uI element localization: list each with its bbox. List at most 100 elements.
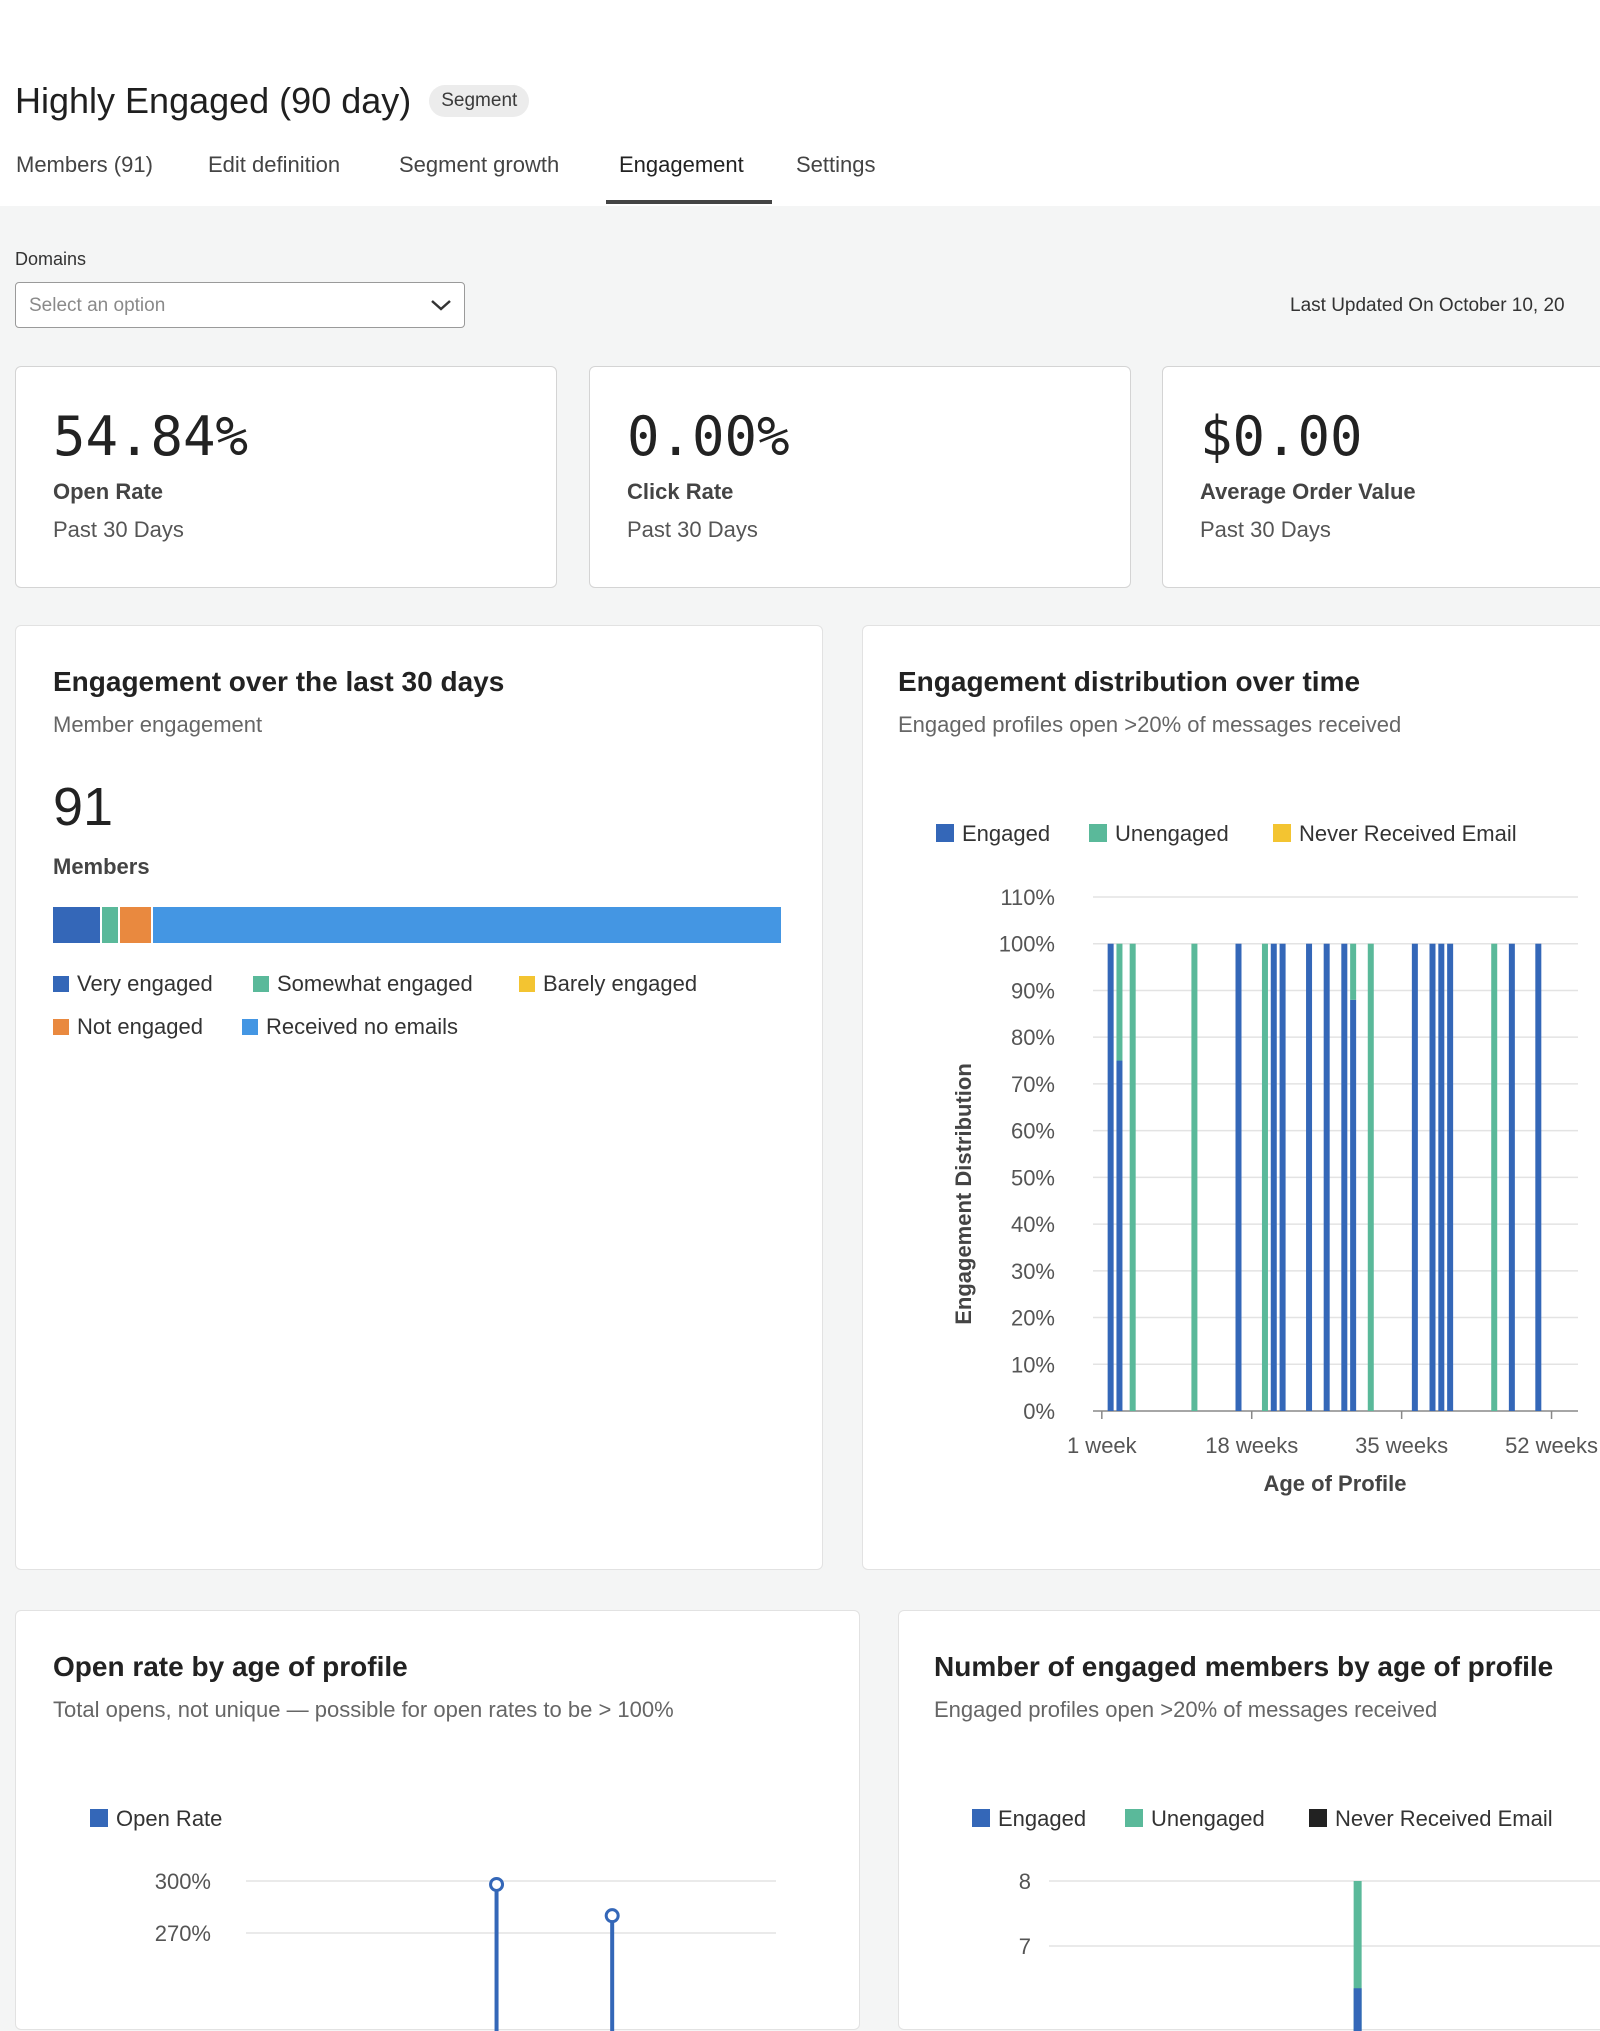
page-header: Highly Engaged (90 day) Segment Members … (0, 0, 1600, 206)
legend-label: Engaged (998, 1806, 1086, 1831)
bar-unengaged (1116, 943, 1123, 1061)
y-tick-label: 7 (1019, 1934, 1031, 1959)
tab-segment-growth[interactable]: Segment growth (399, 152, 560, 177)
bar-unengaged (1353, 1881, 1362, 2031)
active-tab-indicator (606, 200, 772, 204)
kpi-period: Past 30 Days (627, 517, 758, 542)
legend-received-no-emails: Received no emails (242, 1014, 458, 1040)
open-rate-chart: Open Rate 300% 270% (90, 1806, 776, 2031)
bar-unengaged (1367, 943, 1374, 1411)
legend-label: Unengaged (1151, 1806, 1265, 1831)
tab-members[interactable]: Members (91) (16, 152, 153, 177)
kpi-period: Past 30 Days (53, 517, 184, 542)
kpi-value: $0.00 (1200, 405, 1363, 468)
legend-swatch (53, 1019, 69, 1035)
engagement-bar-segment (53, 907, 102, 943)
member-count: 91 (53, 777, 114, 837)
last-updated-text: Last Updated On October 10, 20 (1290, 295, 1565, 316)
tab-engagement[interactable]: Engagement (619, 152, 744, 177)
y-tick-label: 300% (155, 1869, 211, 1894)
domains-select-placeholder: Select an option (29, 295, 166, 316)
x-tick-label: 18 weeks (1205, 1433, 1298, 1458)
y-axis-title: Engagement Distribution (951, 1063, 976, 1325)
x-axis-title: Age of Profile (1263, 1471, 1406, 1496)
y-tick-label: 10% (1011, 1352, 1055, 1377)
x-tick-label: 1 week (1067, 1433, 1138, 1458)
card-title: Engagement distribution over time (898, 666, 1361, 697)
bar-unengaged (1350, 943, 1357, 1000)
segment-badge: Segment (429, 85, 530, 117)
bar-unengaged (1129, 943, 1136, 1411)
legend-barely-engaged: Barely engaged (519, 971, 697, 997)
open-rate-card: Open rate by age of profile Total opens,… (15, 1610, 860, 2031)
x-tick-label: 52 weeks (1505, 1433, 1598, 1458)
y-tick-label: 0% (1023, 1399, 1055, 1424)
domains-select[interactable]: Select an option (15, 282, 465, 328)
bar-engaged (1429, 943, 1436, 1411)
legend-label: Open Rate (116, 1806, 222, 1831)
bar-engaged (1411, 943, 1418, 1411)
engagement-stacked-bar (53, 907, 783, 943)
engagement-distribution-chart: Engaged Unengaged Never Received Email 0% 10… (936, 821, 1598, 1496)
engagement-bar-segment (119, 907, 153, 943)
legend-label: Unengaged (1115, 821, 1229, 846)
bar-engaged (1350, 999, 1357, 1411)
y-tick-label: 30% (1011, 1259, 1055, 1284)
legend-swatch (1125, 1809, 1143, 1827)
page-title: Highly Engaged (90 day) (15, 80, 412, 121)
y-tick-label: 60% (1011, 1119, 1055, 1144)
legend-somewhat-engaged: Somewhat engaged (253, 971, 473, 997)
bar-engaged (1235, 943, 1242, 1411)
bar-engaged (1438, 943, 1445, 1411)
kpi-label: Open Rate (53, 479, 164, 504)
card-title: Number of engaged members by age of prof… (934, 1651, 1554, 1682)
y-tick-label: 50% (1011, 1165, 1055, 1190)
bar-engaged (1447, 943, 1454, 1411)
x-tick-label: 35 weeks (1355, 1433, 1448, 1458)
legend-label: Never Received Email (1335, 1806, 1553, 1831)
tab-edit-definition[interactable]: Edit definition (208, 152, 341, 177)
kpi-value: 0.00% (627, 405, 790, 468)
y-tick-label: 70% (1011, 1072, 1055, 1097)
card-subtitle: Total opens, not unique — possible for o… (53, 1697, 674, 1722)
card-subtitle: Engaged profiles open >20% of messages r… (898, 712, 1402, 737)
tab-settings[interactable]: Settings (796, 152, 876, 177)
engagement-bar-segment (101, 907, 120, 943)
y-tick-label: 90% (1011, 978, 1055, 1003)
legend-swatch (90, 1809, 108, 1827)
legend-swatch (972, 1809, 990, 1827)
engaged-members-chart: Engaged Unengaged Never Received Email 8 7 (972, 1806, 1600, 2031)
card-subtitle: Member engagement (53, 712, 263, 737)
bar-unengaged (1261, 943, 1268, 1411)
legend-swatch (53, 976, 69, 992)
legend-swatch (242, 1019, 258, 1035)
open-rate-point (604, 1908, 620, 1924)
bar-unengaged (1491, 943, 1498, 1411)
legend-not-engaged: Not engaged (53, 1014, 203, 1040)
y-tick-label: 20% (1011, 1306, 1055, 1331)
y-tick-label: 40% (1011, 1212, 1055, 1237)
legend-swatch (1309, 1809, 1327, 1827)
kpi-label: Average Order Value (1200, 479, 1416, 504)
kpi-period: Past 30 Days (1200, 517, 1331, 542)
kpi-card-average-order-value: $0.00 Average Order Value Past 30 Days (1162, 366, 1600, 588)
title-row: Highly Engaged (90 day) Segment (15, 80, 530, 122)
domains-label: Domains (15, 249, 87, 269)
chevron-down-icon (431, 300, 451, 311)
card-title: Engagement over the last 30 days (53, 666, 505, 697)
member-count-label: Members (53, 854, 150, 879)
legend-swatch (253, 976, 269, 992)
engagement-distribution-card: Engagement distribution over time Engage… (862, 625, 1600, 1570)
engaged-members-card: Number of engaged members by age of prof… (898, 1610, 1600, 2031)
bar-engaged (1270, 943, 1277, 1411)
legend-swatch (519, 976, 535, 992)
kpi-label: Click Rate (627, 479, 734, 504)
kpi-card-open-rate: 54.84% Open Rate Past 30 Days (15, 366, 557, 588)
bar-engaged (1279, 943, 1286, 1411)
kpi-value: 54.84% (53, 405, 249, 468)
card-title: Open rate by age of profile (53, 1651, 408, 1682)
bar-engaged (1323, 943, 1330, 1411)
legend-label: Engaged (962, 821, 1050, 846)
kpi-card-click-rate: 0.00% Click Rate Past 30 Days (589, 366, 1131, 588)
engagement-summary-card: Engagement over the last 30 days Member … (15, 625, 823, 1570)
